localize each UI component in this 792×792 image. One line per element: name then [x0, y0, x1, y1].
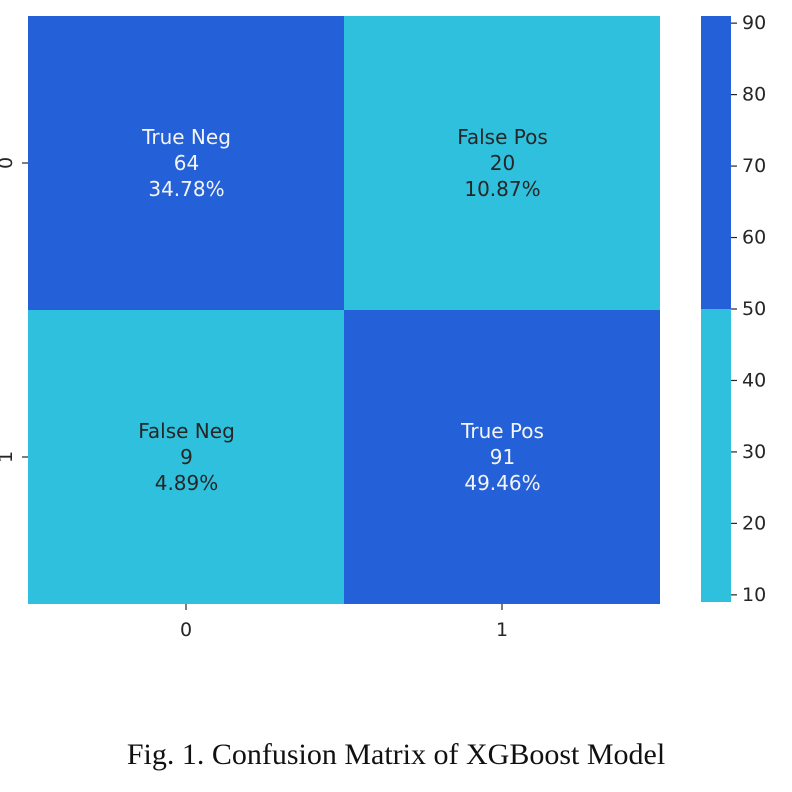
cell-label-0-1: False Pos [457, 125, 548, 149]
colorbar-tick-label-5: 40 [742, 369, 766, 391]
x-tick-label-1: 1 [496, 619, 508, 641]
colorbar-tick-label-2: 70 [742, 155, 766, 177]
y-tick-label-0: 0 [0, 157, 17, 169]
x-tick-label-0: 0 [180, 619, 192, 641]
cell-count-0-1: 20 [490, 151, 515, 175]
y-axis: 01 [0, 157, 28, 463]
heatmap-cell-0-1 [344, 16, 660, 310]
cell-percent-0-1: 10.87% [464, 177, 540, 201]
colorbar-tick-label-4: 50 [742, 298, 766, 320]
colorbar-tick-label-1: 80 [742, 84, 766, 106]
heatmap-cell-1-1 [344, 310, 660, 604]
cell-percent-0-0: 34.78% [148, 177, 224, 201]
cell-label-0-0: True Neg [141, 125, 231, 149]
cell-count-1-1: 91 [490, 445, 515, 469]
cell-percent-1-0: 4.89% [155, 471, 219, 495]
colorbar-tick-label-8: 10 [742, 584, 766, 606]
colorbar-high-segment [701, 16, 731, 309]
colorbar: 90 80 70 60 50 40 30 20 10 [701, 12, 766, 606]
colorbar-tick-label-0: 90 [742, 12, 766, 34]
heatmap-cell-0-0 [28, 16, 344, 310]
cell-label-1-1: True Pos [460, 419, 544, 443]
cell-percent-1-1: 49.46% [464, 471, 540, 495]
colorbar-tick-label-7: 20 [742, 512, 766, 534]
cell-count-0-0: 64 [174, 151, 199, 175]
heatmap-cell-1-0 [28, 310, 344, 604]
y-tick-label-1: 1 [0, 451, 17, 463]
colorbar-tick-label-3: 60 [742, 227, 766, 249]
cell-count-1-0: 9 [180, 445, 193, 469]
figure-caption: Fig. 1. Confusion Matrix of XGBoost Mode… [126, 738, 666, 771]
colorbar-tick-label-6: 30 [742, 441, 766, 463]
cell-label-1-0: False Neg [138, 419, 235, 443]
colorbar-low-segment [701, 309, 731, 602]
